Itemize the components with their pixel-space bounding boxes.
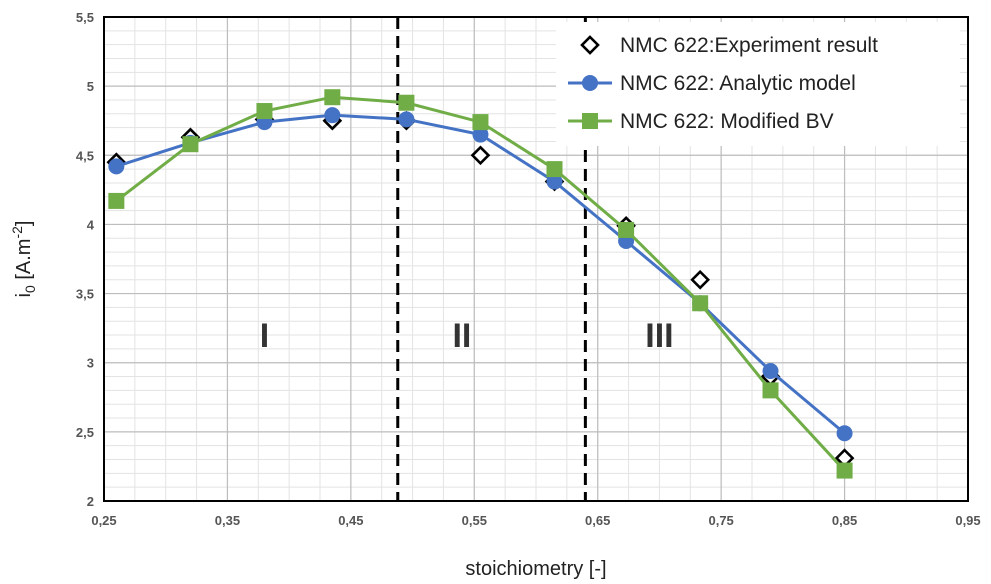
data-point [108, 158, 125, 175]
series [106, 89, 855, 479]
y-axis-title-base: i [13, 293, 35, 297]
legend-marker [582, 113, 598, 129]
data-point [398, 94, 415, 111]
y-tick-label: 2 [87, 494, 94, 509]
legend-marker [582, 75, 598, 91]
legend-box [556, 22, 960, 146]
y-axis-title: i0 [A.m-2] [9, 221, 38, 298]
data-point [324, 107, 341, 124]
data-point [762, 363, 779, 380]
data-point [398, 111, 415, 128]
region-label: II [452, 317, 471, 355]
y-axis-title-superscript: -2 [9, 226, 25, 239]
data-point [182, 136, 199, 153]
data-point [108, 192, 125, 209]
data-point [546, 161, 563, 178]
x-tick-label: 0,55 [462, 513, 487, 528]
legend-item: NMC 622:Experiment result [580, 34, 878, 57]
series-square [108, 89, 853, 479]
x-tick-label: 0,45 [338, 513, 363, 528]
data-point [546, 173, 563, 190]
region-label: I [260, 317, 269, 355]
x-tick-labels: 0,25 0,35 0,45 0,55 0,65 0,75 0,85 0,95 [91, 513, 980, 528]
data-point [470, 145, 491, 166]
y-tick-label: 4 [87, 217, 95, 232]
y-tick-label: 3,5 [76, 287, 94, 302]
data-point [692, 295, 709, 312]
legend-marker [580, 35, 600, 55]
region-labels: I II III [260, 317, 674, 355]
y-tick-labels: 2 2,5 3 3,5 4 4,5 5 5,5 [76, 10, 95, 509]
legend-label: NMC 622:Experiment result [620, 34, 878, 57]
legend-item: NMC 622: Analytic model [568, 72, 856, 95]
legend: NMC 622:Experiment result NMC 622: Analyt… [556, 22, 960, 146]
y-axis-title-unit-close: ] [13, 221, 35, 227]
data-point [324, 89, 341, 106]
x-tick-label: 0,35 [215, 513, 240, 528]
legend-item: NMC 622: Modified BV [568, 110, 834, 133]
data-point [836, 462, 853, 479]
y-axis-title-unit: [A.m [13, 239, 35, 286]
x-axis-title: stoichiometry [-] [465, 558, 606, 580]
data-point [618, 221, 635, 238]
region-label: III [645, 317, 673, 355]
data-point [472, 114, 489, 131]
data-point [690, 269, 710, 290]
x-tick-label: 0,25 [91, 513, 116, 528]
data-point [762, 382, 779, 399]
y-tick-label: 2,5 [76, 425, 94, 440]
y-tick-label: 3 [87, 356, 94, 371]
y-tick-label: 5 [87, 79, 94, 94]
plot-border [103, 16, 969, 502]
x-tick-label: 0,75 [708, 513, 733, 528]
x-tick-label: 0,65 [585, 513, 610, 528]
data-point [472, 126, 489, 143]
series-diamond-open [106, 109, 855, 468]
x-tick-label: 0,85 [832, 513, 857, 528]
legend-label: NMC 622: Modified BV [620, 110, 834, 133]
y-tick-label: 4,5 [76, 148, 94, 163]
y-tick-label: 5,5 [76, 10, 94, 25]
legend-label: NMC 622: Analytic model [620, 72, 856, 95]
y-axis-title-subscript: 0 [22, 285, 38, 293]
data-point [836, 425, 853, 442]
x-tick-label: 0,95 [955, 513, 980, 528]
data-point [256, 103, 273, 120]
